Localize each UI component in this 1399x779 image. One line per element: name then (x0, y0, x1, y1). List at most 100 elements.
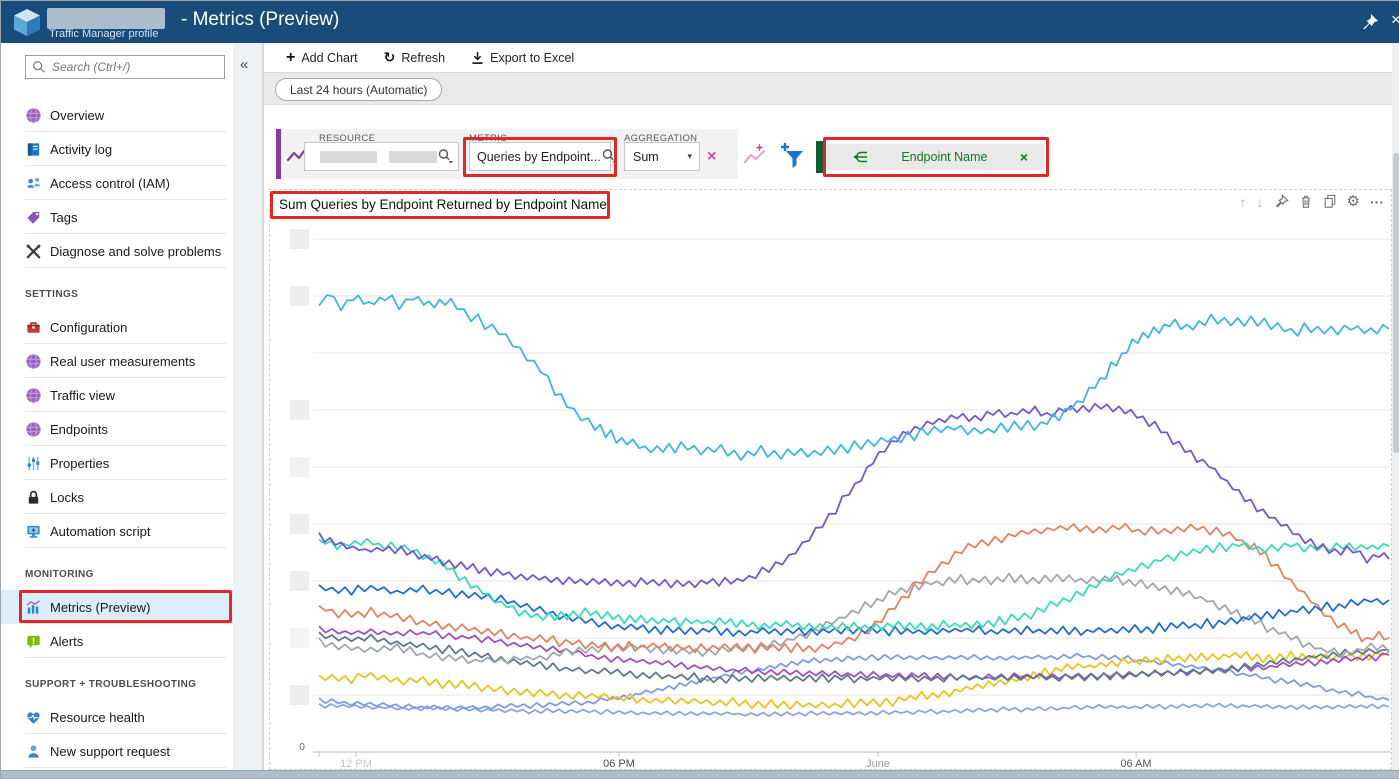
metric-color-stripe (276, 129, 281, 179)
sidebar-item-label: Alerts (50, 633, 84, 649)
arrow-down-icon[interactable]: ↓ (1256, 193, 1264, 210)
script-icon (25, 523, 42, 540)
sidebar-item-overview[interactable]: Overview (1, 98, 233, 132)
sidebar-item-label: New support request (50, 743, 170, 759)
series-endpoint-orange (318, 522, 1390, 654)
search-caret-icon (437, 148, 454, 165)
aggregation-dropdown[interactable]: Sum ▾ (624, 142, 700, 171)
sidebar-item-locks[interactable]: Locks (1, 480, 233, 514)
command-bar: + Add Chart ↻ Refresh Export to Excel (264, 43, 1392, 72)
delete-chart-icon[interactable] (1299, 194, 1313, 209)
sidebar-item-diagnose-and-solve-problems[interactable]: Diagnose and solve problems (1, 234, 233, 268)
pin-chart-icon[interactable] (1274, 194, 1289, 209)
remove-metric-icon[interactable]: × (707, 148, 717, 165)
sidebar-item-metrics-preview[interactable]: Metrics (Preview) (1, 590, 233, 624)
close-icon[interactable]: × (1391, 10, 1399, 29)
window-bottom-edge (1, 770, 1399, 778)
sidebar-item-access-control-iam[interactable]: Access control (IAM) (1, 166, 233, 200)
sidebar-item-real-user-measurements[interactable]: Real user measurements (1, 344, 233, 378)
vertical-scrollbar[interactable] (1392, 43, 1399, 772)
sidebar-item-activity-log[interactable]: Activity log (1, 132, 233, 166)
resource-field[interactable] (304, 142, 459, 171)
sidebar-item-label: Locks (50, 489, 84, 505)
metrics-icon (25, 599, 42, 616)
sidebar-item-label: Automation script (50, 523, 151, 539)
export-to-excel-button[interactable]: Export to Excel (471, 51, 574, 65)
globe-icon (25, 421, 42, 438)
sidebar-item-properties[interactable]: Properties (1, 446, 233, 480)
resource-value-redacted (389, 150, 437, 163)
sidebar-item-label: Endpoints (50, 421, 108, 437)
grouping-color-bar (816, 141, 823, 173)
plus-icon: + (286, 48, 296, 66)
heart-icon (25, 709, 42, 726)
series-endpoint-slate (318, 631, 1390, 684)
aggregation-value: Sum (633, 149, 659, 164)
sidebar-item-traffic-view[interactable]: Traffic view (1, 378, 233, 412)
globe-icon (25, 107, 42, 124)
chart-series (318, 294, 1390, 717)
globe-icon (25, 353, 42, 370)
collapse-menu-icon[interactable]: « (240, 56, 249, 73)
series-endpoint-teal (318, 537, 1390, 632)
x-tick-label: 12 PM (340, 758, 372, 770)
metric-field[interactable]: Queries by Endpoint... (469, 142, 617, 171)
split-by-icon (852, 149, 869, 165)
add-chart-button[interactable]: + Add Chart (286, 48, 358, 66)
people-icon (25, 175, 42, 192)
x-tick-label: June (866, 758, 890, 770)
chart-title: Sum Queries by Endpoint Returned by Endp… (279, 197, 607, 212)
metric-value: Queries by Endpoint... (477, 149, 601, 164)
resource-name-redacted (47, 8, 165, 29)
toolbox-icon (25, 319, 42, 336)
blade-title: - Metrics (Preview) (181, 9, 340, 30)
series-endpoint-purple (318, 402, 1390, 589)
endpoint-name-chip[interactable]: Endpoint Name × (826, 144, 1044, 170)
series-endpoint-gray (318, 572, 1390, 665)
series-endpoint-periwinkle-2 (318, 702, 1390, 717)
search-input[interactable]: Search (Ctrl+/) (25, 55, 225, 79)
resource-value-redacted (320, 150, 378, 163)
more-options-icon[interactable]: ··· (1370, 193, 1384, 210)
pin-icon[interactable] (1359, 11, 1381, 33)
sliders-icon (25, 455, 42, 472)
time-range-band: Last 24 hours (Automatic) (264, 72, 1392, 105)
refresh-button[interactable]: ↻ Refresh (383, 49, 446, 65)
sidebar-item-configuration[interactable]: Configuration (1, 310, 233, 344)
sidebar-item-label: Activity log (50, 141, 113, 157)
sidebar-item-label: Diagnose and solve problems (50, 243, 222, 259)
blade-titlebar: - Metrics (Preview) Traffic Manager prof… (1, 1, 1399, 43)
sidebar-item-resource-health[interactable]: Resource health (1, 700, 233, 734)
time-range-button[interactable]: Last 24 hours (Automatic) (275, 78, 443, 101)
alert-icon (25, 633, 42, 650)
sidebar-item-automation-script[interactable]: Automation script (1, 514, 233, 548)
arrow-up-icon[interactable]: ↑ (1239, 193, 1247, 210)
gear-icon[interactable]: ⚙ (1346, 193, 1360, 210)
chart-card (269, 189, 1392, 770)
aggregation-label: AGGREGATION (624, 133, 698, 144)
x-tick-label: 06 AM (1120, 758, 1151, 770)
refresh-icon: ↻ (383, 49, 396, 65)
sidebar-item-label: Properties (50, 455, 110, 471)
remove-grouping-icon[interactable]: × (1019, 149, 1028, 165)
sidebar-item-new-support-request[interactable]: New support request (1, 734, 233, 768)
sidebar-item-tags[interactable]: Tags (1, 200, 233, 234)
x-tick-label: 06 PM (603, 758, 635, 770)
blade-subtitle: Traffic Manager profile (49, 28, 159, 40)
support-icon (25, 743, 42, 760)
scrollbar-thumb[interactable] (1393, 153, 1399, 453)
section-header-support-troubleshooting: SUPPORT + TROUBLESHOOTING (25, 679, 197, 690)
sidebar-item-label: Tags (50, 209, 78, 225)
copy-chart-icon[interactable] (1323, 194, 1337, 209)
chart-plot[interactable]: 0 12 PM 06 PM June 06 AM (269, 189, 1393, 770)
add-filter-icon[interactable] (780, 142, 806, 170)
download-icon (471, 51, 484, 65)
chart-toolbar: ↑ ↓ ⚙ ··· (1240, 194, 1384, 209)
section-header-settings: SETTINGS (25, 289, 79, 300)
sidebar-item-label: Overview (50, 107, 105, 123)
add-metric-icon[interactable] (742, 143, 768, 169)
sidebar-item-label: Traffic view (50, 387, 116, 403)
sidebar-item-alerts[interactable]: Alerts (1, 624, 233, 658)
sidebar-item-endpoints[interactable]: Endpoints (1, 412, 233, 446)
